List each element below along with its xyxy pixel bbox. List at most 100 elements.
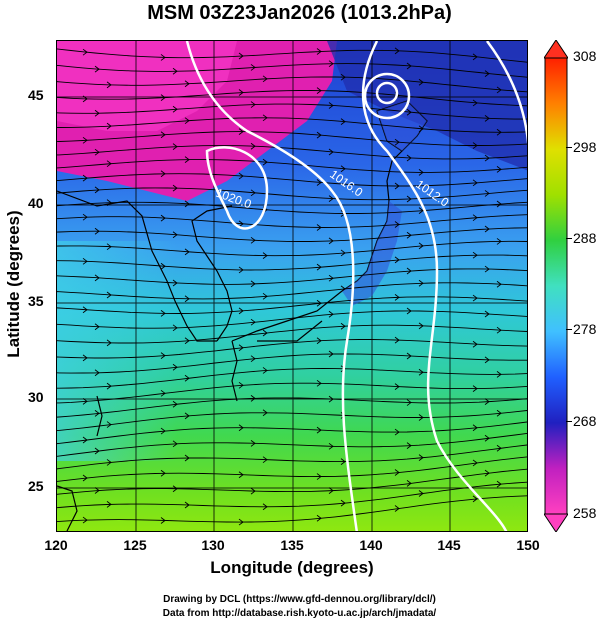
streamline-arrow — [94, 410, 100, 417]
streamline-arrow — [340, 118, 346, 125]
streamline — [57, 268, 527, 285]
streamline-arrow — [238, 220, 244, 228]
streamline-arrow — [316, 87, 322, 94]
streamline-arrow — [238, 424, 244, 432]
streamline-arrow — [250, 318, 256, 326]
streamline-arrow — [316, 473, 322, 480]
streamline-arrow — [418, 454, 424, 462]
streamline-arrow — [82, 95, 88, 103]
x-tick-145: 145 — [437, 537, 461, 553]
streamline-arrow — [406, 399, 412, 406]
streamline — [57, 444, 527, 470]
streamline-arrow — [94, 323, 100, 331]
streamline-arrow — [472, 340, 478, 348]
streamline-arrow — [484, 114, 490, 122]
streamline-arrow — [172, 485, 178, 493]
streamline-arrow — [394, 182, 400, 190]
map-title: MSM 03Z23Jan2026 (1013.2hPa) — [147, 2, 452, 24]
isobar-east — [485, 41, 527, 145]
streamline-arrow — [472, 214, 478, 222]
streamline — [57, 76, 527, 93]
streamline-arrow — [106, 122, 112, 130]
streamline — [57, 382, 527, 404]
streamline — [57, 90, 527, 107]
streamline-arrow — [82, 48, 88, 56]
streamline-arrow — [160, 469, 166, 477]
streamline-arrow — [328, 148, 334, 156]
streamline-arrow — [94, 369, 100, 377]
streamline-arrow — [328, 310, 334, 318]
streamline-arrow — [82, 354, 88, 362]
streamline-arrow — [406, 307, 412, 315]
streamline-arrow — [496, 200, 502, 208]
y-tick-25: 25 — [28, 478, 44, 494]
streamline-arrow — [418, 242, 424, 250]
colorbar-label-288: 288 — [573, 230, 597, 246]
streamline — [57, 103, 527, 120]
streamline-arrow — [394, 469, 400, 476]
streamline — [57, 282, 527, 300]
streamline — [57, 310, 527, 329]
streamline-arrow — [484, 434, 490, 442]
streamline-arrow — [340, 499, 346, 507]
streamline-arrow — [262, 158, 268, 166]
streamline — [57, 63, 527, 78]
streamline-arrow — [496, 326, 502, 334]
colorbar-max-arrow — [544, 40, 568, 59]
streamline-arrow — [172, 67, 178, 75]
streamline-arrow — [328, 350, 334, 358]
streamline-arrow — [184, 337, 190, 345]
streamline-arrow — [160, 54, 166, 61]
isobar-low-inner — [375, 81, 399, 105]
streamline-arrow — [184, 412, 190, 420]
streamline-arrow — [394, 428, 400, 436]
streamline-arrow — [172, 105, 178, 113]
streamline-arrow — [82, 306, 88, 314]
streamline-arrow — [160, 170, 166, 178]
streamline-arrow — [406, 231, 412, 239]
streamline-arrow — [238, 381, 244, 389]
streamline-arrow — [106, 243, 112, 251]
temperature-field-west — [57, 241, 177, 461]
streamline-arrow — [82, 516, 88, 524]
streamline-arrow — [94, 274, 100, 282]
streamline — [57, 159, 527, 173]
streamline — [57, 495, 527, 523]
streamline-arrow — [238, 344, 244, 352]
streamline-arrow — [484, 469, 490, 477]
streamline-arrow — [484, 154, 490, 162]
streamline-arrow — [160, 352, 166, 359]
streamline-arrow — [340, 249, 346, 257]
streamline-arrow — [340, 322, 346, 330]
streamline-arrow — [184, 117, 190, 125]
streamline-arrow — [172, 143, 178, 151]
streamline-arrow — [82, 436, 88, 444]
streamline — [57, 397, 527, 418]
streamline-arrow — [496, 409, 502, 417]
streamline — [57, 131, 527, 146]
streamline-arrow — [250, 64, 256, 71]
streamline-arrow — [262, 409, 268, 417]
streamline-arrow — [184, 501, 190, 509]
streamline-arrow — [160, 94, 166, 101]
colorbar-tick — [566, 147, 572, 148]
colorbar-label-308: 308 — [573, 48, 597, 64]
streamline-arrow — [316, 263, 322, 271]
streamline-arrow — [250, 487, 256, 495]
streamline-arrow — [418, 169, 424, 176]
streamline-arrow — [82, 213, 88, 221]
streamline-arrow — [316, 224, 322, 231]
streamline-arrow — [472, 53, 478, 61]
streamline-arrow — [406, 352, 412, 360]
streamline-arrow — [160, 131, 166, 139]
y-tick-35: 35 — [28, 293, 44, 309]
streamline-arrow — [328, 442, 334, 450]
x-tick-120: 120 — [44, 537, 68, 553]
streamline-arrow — [250, 236, 256, 244]
streamline — [57, 201, 527, 214]
streamline-arrow — [184, 200, 190, 208]
streamline-arrow — [94, 227, 100, 235]
streamline-arrow — [172, 184, 178, 192]
streamline-arrow — [394, 47, 400, 55]
x-tick-125: 125 — [123, 537, 147, 553]
